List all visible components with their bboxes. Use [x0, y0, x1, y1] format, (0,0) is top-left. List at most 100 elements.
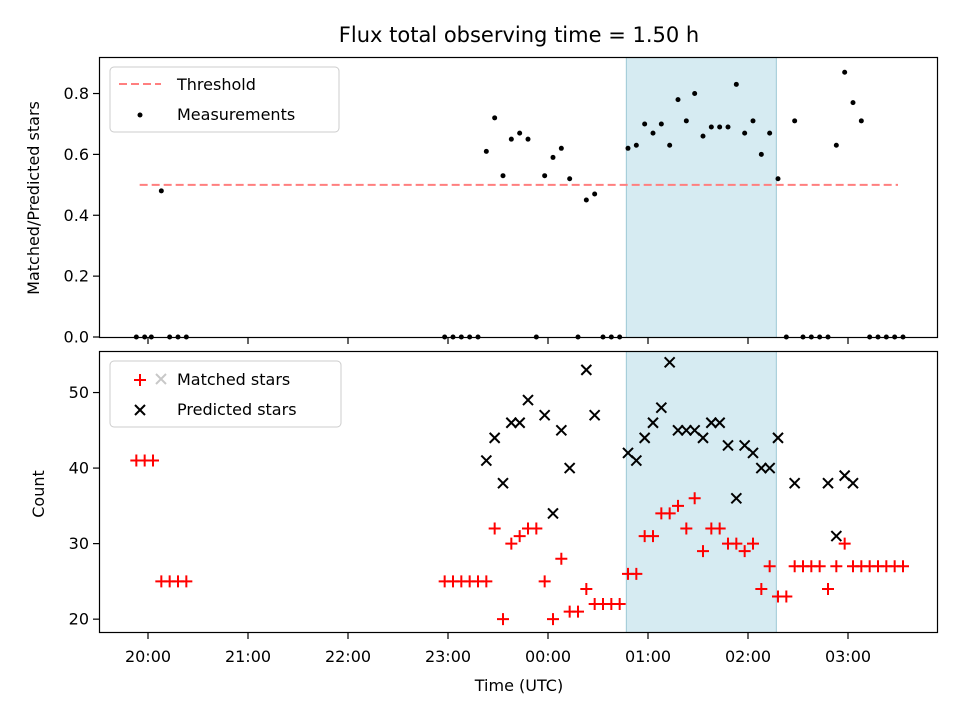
x-tick-label: 01:00: [625, 647, 671, 666]
measurement-point: [542, 173, 548, 179]
predicted-star-point: [588, 409, 601, 421]
predicted-star-point: [580, 364, 593, 376]
measurement-point: [758, 151, 764, 157]
matched-star-point: [763, 560, 776, 573]
count-points: [130, 356, 909, 626]
predicted-star-point: [722, 439, 734, 452]
predicted-star-point: [505, 417, 518, 429]
top-y-tick-label: 0.4: [64, 206, 89, 225]
bottom-highlight-region: [625, 351, 777, 633]
measurement-point: [675, 97, 681, 103]
predicted-star-point: [772, 432, 784, 444]
matched-star-point: [480, 575, 493, 588]
measurement-point: [550, 154, 556, 160]
bottom-legend-box: [109, 360, 342, 428]
top-y-tick-label: 0.8: [64, 84, 89, 103]
predicted-star-point: [497, 477, 509, 489]
matched-star-point: [613, 598, 626, 611]
matched-star-point: [838, 537, 851, 550]
measurement-point: [492, 115, 498, 121]
measurement-point: [567, 176, 573, 182]
predicted-star-point: [547, 507, 559, 520]
bottom-y-tick-label: 20: [69, 610, 89, 629]
measurement-point: [858, 118, 864, 124]
top-y-tick-label: 0.6: [64, 145, 89, 164]
legend-matched-swatch: [134, 373, 167, 386]
bottom-panel: 20 30 40 50 20:00 21:00 22:00 23:00 00:00 01:00 0…: [29, 350, 939, 695]
measurement-point: [775, 176, 781, 182]
matched-star-point: [555, 552, 568, 565]
predicted-star-point: [680, 424, 693, 437]
predicted-star-point: [697, 432, 709, 444]
matched-star-point: [147, 454, 159, 467]
x-tick-label: 22:00: [325, 647, 371, 666]
bottom-y-ticks: 20 30 40 50: [69, 383, 100, 629]
matched-star-point: [755, 582, 768, 595]
predicted-star-point: [788, 477, 801, 489]
x-tick-label: 02:00: [725, 647, 771, 666]
top-y-axis-label: Matched/Predicted stars: [24, 101, 43, 295]
predicted-star-point: [655, 401, 668, 414]
measurement-point: [750, 118, 756, 124]
matched-star-point: [580, 582, 593, 595]
measurement-point: [692, 91, 698, 97]
predicted-star-point: [672, 424, 684, 437]
measurement-point: [650, 130, 656, 136]
predicted-star-point: [747, 447, 759, 459]
measurement-point: [517, 130, 523, 136]
bottom-legend: Matched stars Predicted stars: [109, 360, 342, 428]
x-tick-label: 20:00: [125, 647, 171, 666]
measurement-point: [508, 136, 514, 142]
predicted-star-point: [705, 417, 718, 429]
measurement-point: [767, 130, 773, 136]
measurement-point: [833, 142, 839, 148]
top-legend-box: [109, 66, 340, 133]
measurement-point: [708, 124, 714, 130]
matched-star-point: [897, 560, 909, 573]
measurement-point: [642, 121, 648, 127]
matched-star-point: [780, 590, 793, 603]
measurement-point: [733, 81, 739, 87]
x-tick-label: 21:00: [225, 647, 271, 666]
top-highlight-region: [625, 57, 777, 338]
measurement-point: [725, 124, 731, 130]
predicted-star-point: [522, 394, 534, 406]
legend-matched-label: Matched stars: [177, 370, 290, 389]
measurement-point: [633, 142, 639, 148]
predicted-star-point: [488, 432, 501, 444]
measurement-point: [625, 145, 631, 151]
measurement-point: [842, 69, 848, 75]
bottom-axes-frame: [98, 350, 939, 634]
measurement-point: [658, 121, 664, 127]
legend-measurements-label: Measurements: [177, 105, 295, 124]
matched-star-point: [688, 492, 701, 505]
matched-star-point: [497, 613, 509, 626]
measurement-point: [525, 136, 531, 142]
x-tick-label: 23:00: [425, 647, 471, 666]
top-x-ticks: [147, 337, 849, 344]
measurement-point: [483, 148, 489, 154]
measurement-point: [717, 124, 723, 130]
matched-star-point: [713, 522, 726, 535]
matched-star-point: [830, 560, 843, 573]
x-tick-label: 00:00: [525, 647, 571, 666]
predicted-star-point: [713, 417, 726, 429]
matched-star-point: [680, 522, 693, 535]
predicted-star-point: [663, 356, 676, 369]
predicted-star-point: [638, 432, 651, 444]
predicted-star-point: [847, 477, 859, 489]
measurement-point: [700, 133, 706, 139]
matched-star-point: [572, 605, 584, 618]
predicted-star-point: [538, 409, 551, 421]
matched-star-point: [822, 582, 834, 595]
measurement-point: [558, 145, 564, 151]
predicted-star-point: [647, 417, 659, 429]
matched-star-point: [647, 530, 659, 543]
predicted-star-point: [755, 462, 768, 474]
top-axes-frame: [98, 56, 939, 339]
measurement-point: [742, 130, 748, 136]
bottom-y-tick-label: 40: [69, 459, 89, 478]
measurement-point: [500, 173, 506, 179]
